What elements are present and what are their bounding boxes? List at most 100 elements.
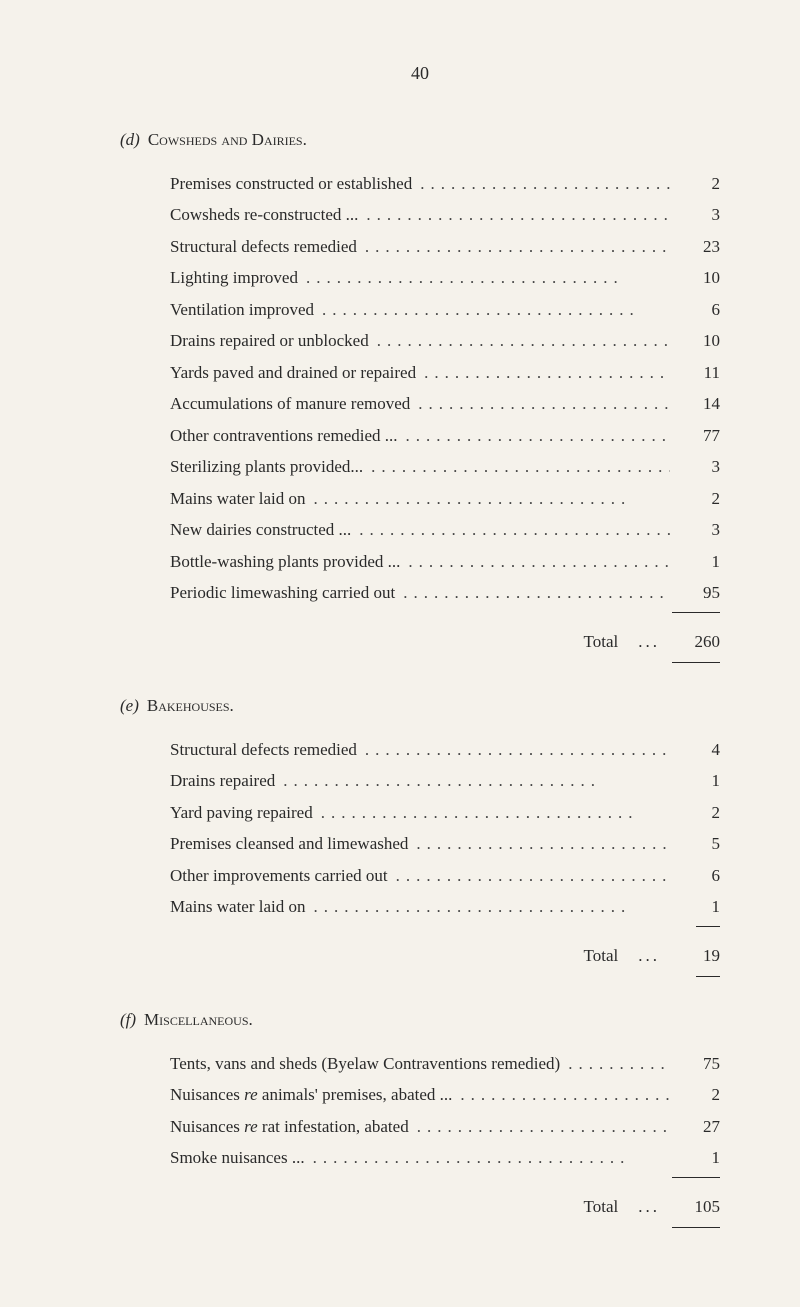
- section-e-total-row: Total ... 19: [120, 943, 720, 969]
- item-label: Bottle-washing plants provided ...: [170, 549, 400, 575]
- section-d-heading: (d) Cowsheds and Dairies.: [120, 127, 720, 153]
- dots: ...............................: [313, 800, 670, 826]
- dots: ...............................: [560, 1051, 670, 1077]
- item-value: 27: [670, 1114, 720, 1140]
- item-label: Other contraventions remedied ...: [170, 423, 398, 449]
- dots: ...............................: [305, 1145, 670, 1171]
- item-value: 77: [670, 423, 720, 449]
- section-d-total-row: Total ... 260: [120, 629, 720, 655]
- item-label: Lighting improved: [170, 265, 298, 291]
- dots: ...: [638, 943, 660, 969]
- item-row: Sterilizing plants provided.............…: [120, 454, 720, 480]
- item-value: 6: [670, 863, 720, 889]
- section-e-title: Bakehouses.: [147, 693, 234, 719]
- rule: [672, 612, 720, 613]
- section-miscellaneous: (f) Miscellaneous. Tents, vans and sheds…: [120, 1007, 720, 1228]
- item-value: 6: [670, 297, 720, 323]
- rule: [672, 1177, 720, 1178]
- dots: ...: [638, 1194, 660, 1220]
- item-row: Accumulations of manure removed.........…: [120, 391, 720, 417]
- item-label: Tents, vans and sheds (Byelaw Contravent…: [170, 1051, 560, 1077]
- item-row: Drains repaired or unblocked............…: [120, 328, 720, 354]
- dots: ...............................: [395, 580, 670, 606]
- item-label: Ventilation improved: [170, 297, 314, 323]
- total-value: 105: [670, 1194, 720, 1220]
- dots: ...............................: [369, 328, 670, 354]
- item-row: Premises constructed or established.....…: [120, 171, 720, 197]
- item-label: Cowsheds re-constructed ...: [170, 202, 358, 228]
- item-value: 4: [670, 737, 720, 763]
- item-value: 3: [670, 517, 720, 543]
- item-row: Nuisances re animals' premises, abated .…: [120, 1082, 720, 1108]
- item-label: New dairies constructed ...: [170, 517, 351, 543]
- item-row: Bottle-washing plants provided .........…: [120, 549, 720, 575]
- item-row: Ventilation improved....................…: [120, 297, 720, 323]
- item-value: 11: [670, 360, 720, 386]
- item-row: Structural defects remedied.............…: [120, 737, 720, 763]
- section-f-letter: (f): [120, 1007, 136, 1033]
- item-value: 1: [670, 768, 720, 794]
- item-row: Yards paved and drained or repaired.....…: [120, 360, 720, 386]
- section-f-title: Miscellaneous.: [144, 1007, 253, 1033]
- item-value: 10: [670, 328, 720, 354]
- item-row: Other contraventions remedied ..........…: [120, 423, 720, 449]
- item-value: 3: [670, 202, 720, 228]
- item-row: Other improvements carried out..........…: [120, 863, 720, 889]
- dots: ...............................: [412, 171, 670, 197]
- dots: ...............................: [409, 1114, 670, 1140]
- item-value: 1: [670, 549, 720, 575]
- item-label: Other improvements carried out: [170, 863, 388, 889]
- section-e-heading: (e) Bakehouses.: [120, 693, 720, 719]
- rule: [696, 926, 720, 927]
- item-value: 3: [670, 454, 720, 480]
- item-value: 95: [670, 580, 720, 606]
- item-label: Mains water laid on: [170, 894, 306, 920]
- total-label: Total: [584, 943, 619, 969]
- dots: ...............................: [275, 768, 670, 794]
- dots: ...............................: [298, 265, 670, 291]
- item-row: Cowsheds re-constructed ................…: [120, 202, 720, 228]
- item-value: 5: [670, 831, 720, 857]
- dots: ...............................: [363, 454, 670, 480]
- section-f-total-row: Total ... 105: [120, 1194, 720, 1220]
- item-row: Tents, vans and sheds (Byelaw Contravent…: [120, 1051, 720, 1077]
- dots: ...............................: [306, 486, 671, 512]
- dots: ...............................: [410, 391, 670, 417]
- section-d-letter: (d): [120, 127, 140, 153]
- item-row: Premises cleansed and limewashed........…: [120, 831, 720, 857]
- item-value: 10: [670, 265, 720, 291]
- item-value: 23: [670, 234, 720, 260]
- item-label: Periodic limewashing carried out: [170, 580, 395, 606]
- dots: ...............................: [358, 202, 670, 228]
- item-row: Yard paving repaired....................…: [120, 800, 720, 826]
- dots: ...............................: [357, 234, 670, 260]
- item-row: Smoke nuisances ........................…: [120, 1145, 720, 1171]
- item-label: Mains water laid on: [170, 486, 306, 512]
- item-row: Drains repaired.........................…: [120, 768, 720, 794]
- item-value: 75: [670, 1051, 720, 1077]
- item-value: 2: [670, 1082, 720, 1108]
- item-value: 2: [670, 800, 720, 826]
- section-f-heading: (f) Miscellaneous.: [120, 1007, 720, 1033]
- item-value: 1: [670, 1145, 720, 1171]
- item-row: Lighting improved.......................…: [120, 265, 720, 291]
- item-label: Nuisances re rat infestation, abated: [170, 1114, 409, 1140]
- item-row: Mains water laid on.....................…: [120, 894, 720, 920]
- item-label: Yards paved and drained or repaired: [170, 360, 416, 386]
- item-row: Periodic limewashing carried out........…: [120, 580, 720, 606]
- dots: ...............................: [357, 737, 670, 763]
- dots: ...............................: [408, 831, 670, 857]
- dots: ...: [638, 629, 660, 655]
- item-label: Drains repaired: [170, 768, 275, 794]
- total-label: Total: [584, 629, 619, 655]
- item-label: Nuisances re animals' premises, abated .…: [170, 1082, 452, 1108]
- item-row: Structural defects remedied.............…: [120, 234, 720, 260]
- item-label: Premises constructed or established: [170, 171, 412, 197]
- section-d-title: Cowsheds and Dairies.: [148, 127, 307, 153]
- section-e-letter: (e): [120, 693, 139, 719]
- dots: ...............................: [398, 423, 670, 449]
- item-label: Structural defects remedied: [170, 737, 357, 763]
- item-label: Premises cleansed and limewashed: [170, 831, 408, 857]
- dots: ...............................: [452, 1082, 670, 1108]
- rule: [672, 662, 720, 663]
